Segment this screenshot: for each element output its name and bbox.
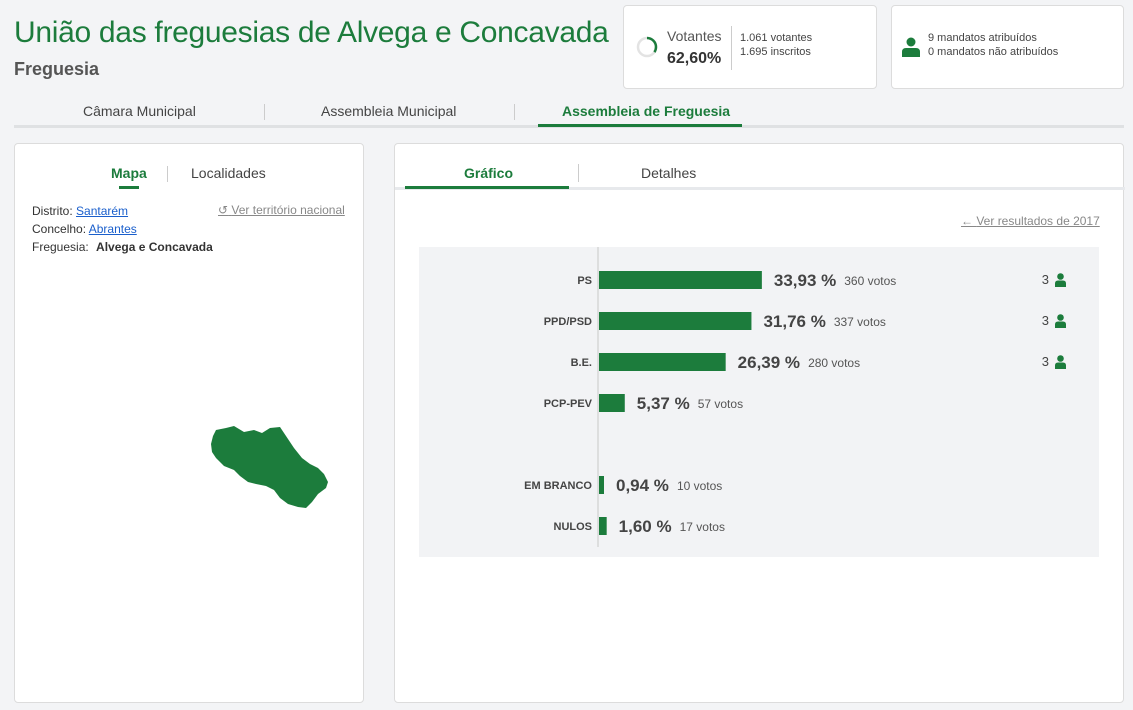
freguesia-row: Freguesia: Alvega e Concavada [32, 240, 213, 254]
votes-label: 280 votos [808, 356, 860, 370]
freguesia-value: Alvega e Concavada [96, 240, 213, 254]
mandates-count: 3 [1042, 313, 1049, 328]
bar [599, 312, 752, 330]
tab-localidades[interactable]: Localidades [191, 165, 266, 181]
map-panel: Mapa Localidades Distrito: Santarém Conc… [14, 143, 364, 703]
category-label: B.E. [571, 357, 592, 369]
votes-label: 10 votos [677, 479, 722, 493]
registered-count: 1.695 inscritos [740, 46, 811, 58]
tab-grafico[interactable]: Gráfico [464, 165, 514, 181]
person-icon [902, 37, 920, 57]
turnout-label: Votantes [667, 28, 722, 44]
results-tabs: Gráfico Detalhes [395, 144, 1125, 190]
active-tab-indicator [538, 124, 742, 127]
bar [599, 353, 726, 371]
value-label: 26,39 % [738, 353, 800, 372]
category-label: NULOS [554, 521, 593, 533]
votes-label: 17 votos [680, 520, 725, 534]
category-label: PPD/PSD [544, 316, 592, 328]
mandates-unassigned: 0 mandatos não atribuídos [928, 46, 1059, 58]
active-tab-indicator [405, 186, 569, 189]
turnout-percent: 62,60% [667, 50, 722, 67]
value-label: 31,76 % [763, 312, 825, 331]
value-label: 33,93 % [774, 271, 836, 290]
national-territory-link[interactable]: ↺ Ver território nacional [218, 203, 345, 217]
election-tabs: Câmara Municipal Assembleia Municipal As… [14, 97, 1124, 128]
page-title: União das freguesias de Alvega e Concava… [14, 16, 609, 49]
results-chart-area: PS 33,93 % 360 votos 3 PPD/PSD 31,76 % 337 vot… [419, 247, 1099, 557]
mandates-assigned: 9 mandatos atribuídos [928, 32, 1037, 44]
freguesia-label: Freguesia: [32, 240, 89, 254]
tab-divider [264, 104, 265, 120]
tab-assembleia-municipal[interactable]: Assembleia Municipal [321, 103, 457, 119]
tab-detalhes[interactable]: Detalhes [641, 165, 697, 181]
concelho-label: Concelho: [32, 222, 87, 236]
arrow-left-icon: ← [961, 214, 973, 228]
bar [599, 476, 604, 494]
votes-label: 337 votos [834, 315, 886, 329]
distrito-link[interactable]: Santarém [76, 204, 129, 218]
bar [599, 394, 625, 412]
person-icon [1055, 314, 1066, 328]
person-icon [1055, 355, 1066, 369]
turnout-card: Votantes 62,60% 1.061 votantes 1.695 ins… [623, 5, 877, 89]
category-label: PS [577, 275, 592, 287]
tab-divider [578, 164, 579, 182]
active-tab-indicator [119, 186, 139, 189]
mandates-count: 3 [1042, 272, 1049, 287]
turnout-divider [731, 26, 732, 70]
previous-results-label: Ver resultados de 2017 [976, 214, 1100, 228]
page-subtitle: Freguesia [14, 59, 100, 79]
tab-divider [514, 104, 515, 120]
concelho-row: Concelho: Abrantes [32, 222, 137, 236]
results-panel: Gráfico Detalhes ← Ver resultados de 201… [394, 143, 1125, 703]
mandates-card: 9 mandatos atribuídos 0 mandatos não atr… [891, 5, 1124, 89]
voters-count: 1.061 votantes [740, 32, 813, 44]
distrito-label: Distrito: [32, 204, 73, 218]
undo-icon: ↺ [218, 203, 229, 217]
value-label: 1,60 % [619, 517, 672, 536]
person-icon [1055, 273, 1066, 287]
results-bar-chart: PS 33,93 % 360 votos 3 PPD/PSD 31,76 % 337 vot… [524, 247, 1066, 547]
category-label: PCP-PEV [544, 398, 593, 410]
turnout-ring-icon [636, 36, 658, 58]
bar [599, 271, 762, 289]
parish-map[interactable] [210, 424, 335, 514]
value-label: 5,37 % [637, 394, 690, 413]
distrito-row: Distrito: Santarém [32, 204, 128, 218]
tab-camara-municipal[interactable]: Câmara Municipal [83, 103, 196, 119]
national-territory-label: Ver território nacional [231, 203, 345, 217]
concelho-link[interactable]: Abrantes [88, 222, 137, 236]
tab-divider [167, 166, 168, 182]
votes-label: 360 votos [844, 274, 896, 288]
mandates-count: 3 [1042, 354, 1049, 369]
votes-label: 57 votos [698, 397, 743, 411]
tab-assembleia-freguesia[interactable]: Assembleia de Freguesia [562, 103, 731, 119]
previous-results-link[interactable]: ← Ver resultados de 2017 [961, 214, 1100, 228]
category-label: EM BRANCO [524, 480, 592, 492]
tab-mapa[interactable]: Mapa [111, 165, 147, 181]
value-label: 0,94 % [616, 476, 669, 495]
bar [599, 517, 607, 535]
